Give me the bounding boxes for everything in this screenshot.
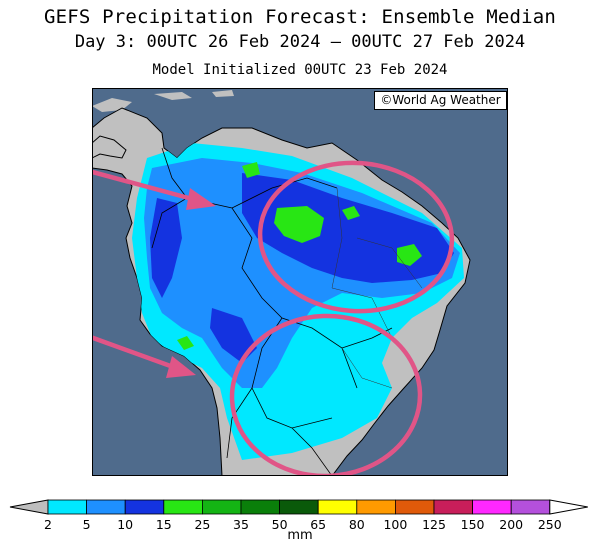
- arrow-southwest-shaft: [92, 335, 179, 371]
- colorbar-legend: 2 5 10 15 25 35 50 65 80 100 125 150 200 250: [9, 499, 588, 532]
- colorbar-swatch: [317, 499, 358, 515]
- unit-label: mm: [287, 528, 313, 543]
- colorbar-tick-label: 150: [461, 517, 485, 532]
- colorbar-tick-label: 50: [272, 517, 288, 532]
- colorbar-swatch: [201, 499, 242, 515]
- colorbar-tick-label: 5: [83, 517, 91, 532]
- colorbar-swatch: [47, 499, 87, 515]
- colorbar-tick-label: 2: [44, 517, 52, 532]
- colorbar-over-triangle: [549, 499, 588, 515]
- colorbar-tick-label: 200: [499, 517, 523, 532]
- colorbar: [9, 499, 588, 515]
- colorbar-swatch: [356, 499, 396, 515]
- colorbar-swatch: [86, 499, 126, 515]
- colorbar-swatch: [124, 499, 165, 515]
- map-title: GEFS Precipitation Forecast: Ensemble Me…: [43, 6, 557, 28]
- annotation-overlay: [92, 160, 455, 476]
- colorbar-swatch: [472, 499, 512, 515]
- colorbar-labels: 2 5 10 15 25 35 50 65 80 100 125 150 200 250: [44, 517, 562, 532]
- precipitation-map: [92, 88, 508, 476]
- colorbar-tick-label: 100: [383, 517, 407, 532]
- model-initialized: Model Initialized 00UTC 23 Feb 2024: [152, 62, 448, 78]
- colorbar-tick-label: 10: [117, 517, 133, 532]
- circle-north-brazil: [257, 160, 455, 314]
- colorbar-swatch: [279, 499, 319, 515]
- colorbar-swatch: [433, 499, 473, 515]
- forecast-period: Day 3: 00UTC 26 Feb 2024 — 00UTC 27 Feb …: [74, 32, 526, 52]
- credit-label: ©World Ag Weather: [374, 91, 507, 110]
- colorbar-tick-label: 15: [156, 517, 172, 532]
- colorbar-tick-label: 80: [349, 517, 365, 532]
- state-borders: [331, 187, 423, 389]
- arrow-northwest-head: [186, 188, 216, 210]
- colorbar-tick-label: 65: [310, 517, 326, 532]
- colorbar-swatch: [510, 499, 551, 515]
- annotation-arrowheads: [166, 188, 216, 378]
- colorbar-swatch: [240, 499, 280, 515]
- land-central-america: [92, 135, 127, 159]
- colorbar-under-triangle: [9, 499, 49, 515]
- colorbar-tick-label: 35: [233, 517, 249, 532]
- precip-15-25mm: [274, 206, 324, 243]
- precipitation-shading: [132, 143, 464, 460]
- arrow-northwest-shaft: [92, 169, 199, 203]
- colorbar-tick-label: 250: [538, 517, 562, 532]
- colorbar-swatch: [394, 499, 435, 515]
- colorbar-tick-label: 125: [422, 517, 446, 532]
- colorbar-swatch: [163, 499, 203, 515]
- colorbar-tick-label: 25: [194, 517, 210, 532]
- arrow-southwest-head: [166, 356, 196, 378]
